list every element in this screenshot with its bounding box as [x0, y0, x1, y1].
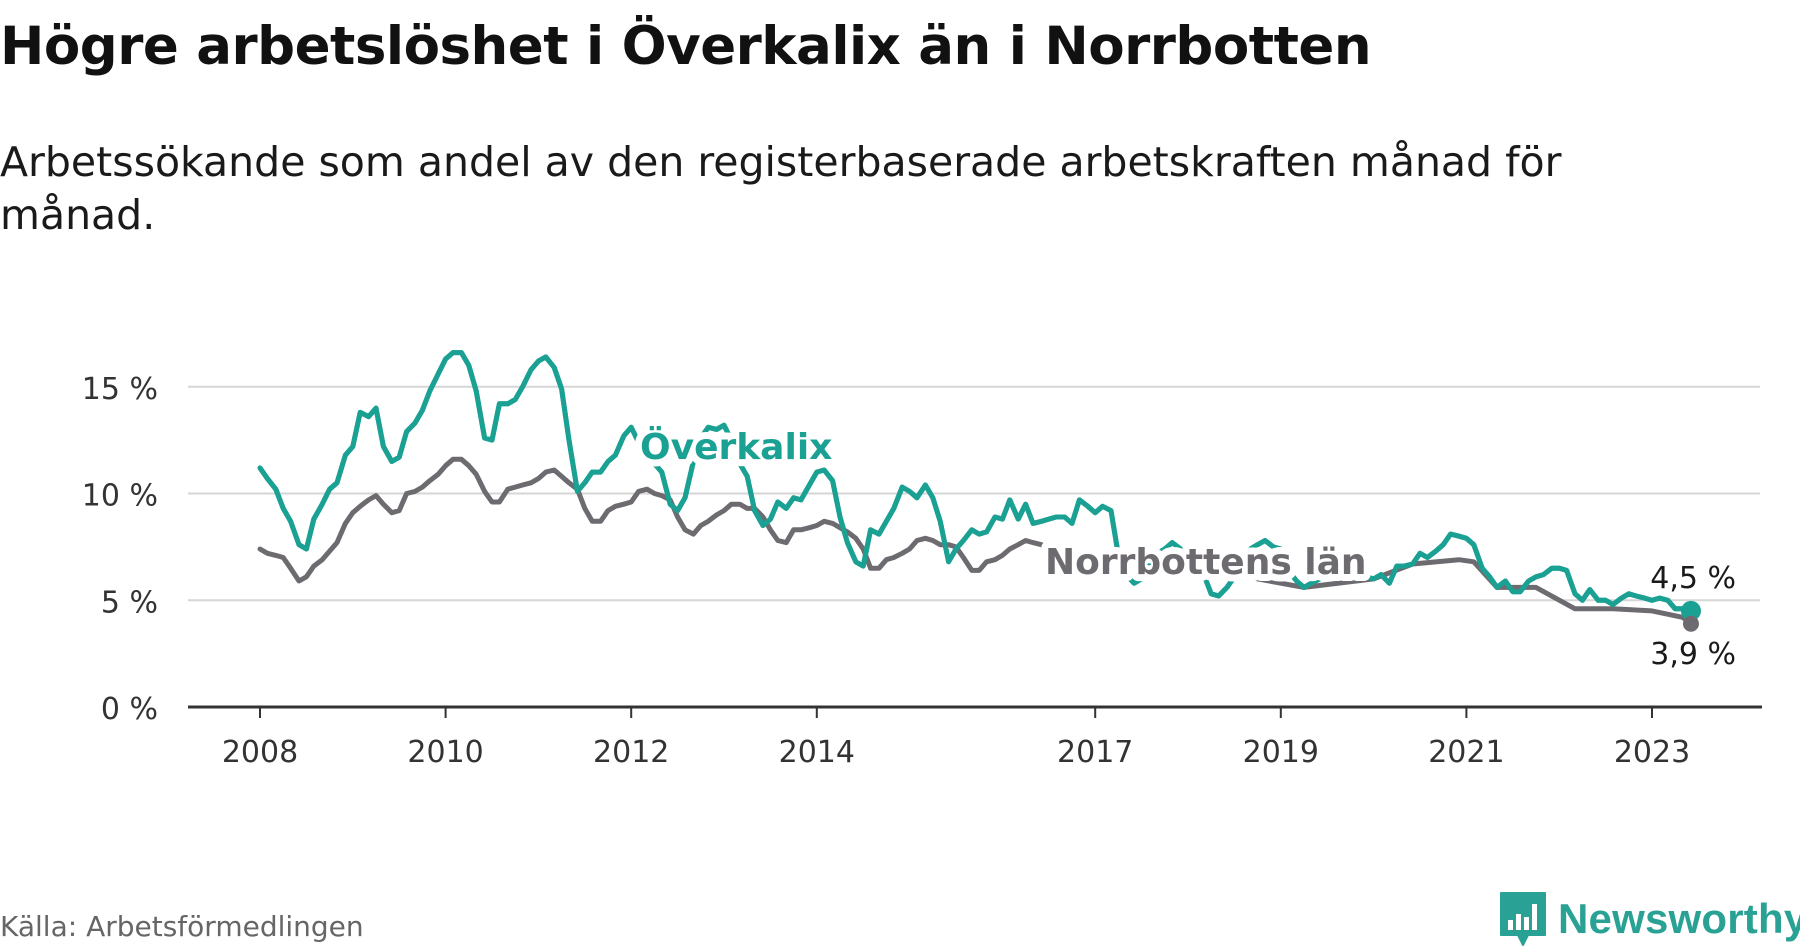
series-label-norrbotten: Norrbottens län: [1045, 542, 1367, 583]
y-tick-label-15: 15 %: [82, 372, 158, 407]
y-tick-label-10: 10 %: [82, 479, 158, 514]
x-tick-label-2014: 2014: [779, 735, 855, 770]
series-lines: [257, 350, 1701, 632]
series-line-norrbotten: [257, 456, 1068, 584]
series-line-overkalix-top: [257, 350, 1694, 614]
series-line-norrbotten-tail: [1062, 557, 1694, 627]
end-marker-overkalix: [1680, 600, 1701, 621]
x-tick-label-2008: 2008: [222, 735, 298, 770]
series-label-overkalix: Överkalix: [640, 426, 832, 468]
end-value-norrbotten: 3,9 %: [1650, 637, 1736, 672]
y-tick-label-0: 0 %: [101, 692, 158, 727]
brand-name: Newsworthy: [1558, 895, 1800, 942]
x-tick-label-2019: 2019: [1243, 735, 1319, 770]
x-tick-label-2021: 2021: [1428, 735, 1504, 770]
newsworthy-bar-chart-icon: [1500, 892, 1546, 946]
gridlines: [188, 385, 1760, 602]
end-value-overkalix: 4,5 %: [1650, 561, 1736, 596]
chart-title: Högre arbetslöshet i Överkalix än i Norr…: [0, 16, 1372, 77]
y-axis-tick-labels: 0 % 5 % 10 % 15 %: [82, 372, 158, 727]
series-label-overkalix-halo: Överkalix: [640, 426, 832, 468]
x-tick-label-2023: 2023: [1614, 735, 1690, 770]
x-tick-label-2010: 2010: [407, 735, 483, 770]
chart-subtitle: Arbetssökande som andel av den registerb…: [0, 138, 1562, 240]
source-note: Källa: Arbetsförmedlingen: [0, 910, 364, 943]
brand-logo: Newsworthy: [1498, 890, 1800, 948]
x-tick-label-2012: 2012: [593, 735, 669, 770]
x-axis: 2008 2010 2012 2014 2017 2019 2021 2023: [188, 705, 1762, 770]
series-label-norrbotten-halo: Norrbottens län: [1045, 542, 1367, 583]
x-tick-label-2017: 2017: [1057, 735, 1133, 770]
end-marker-norrbotten: [1682, 615, 1699, 632]
y-tick-label-5: 5 %: [101, 585, 158, 620]
